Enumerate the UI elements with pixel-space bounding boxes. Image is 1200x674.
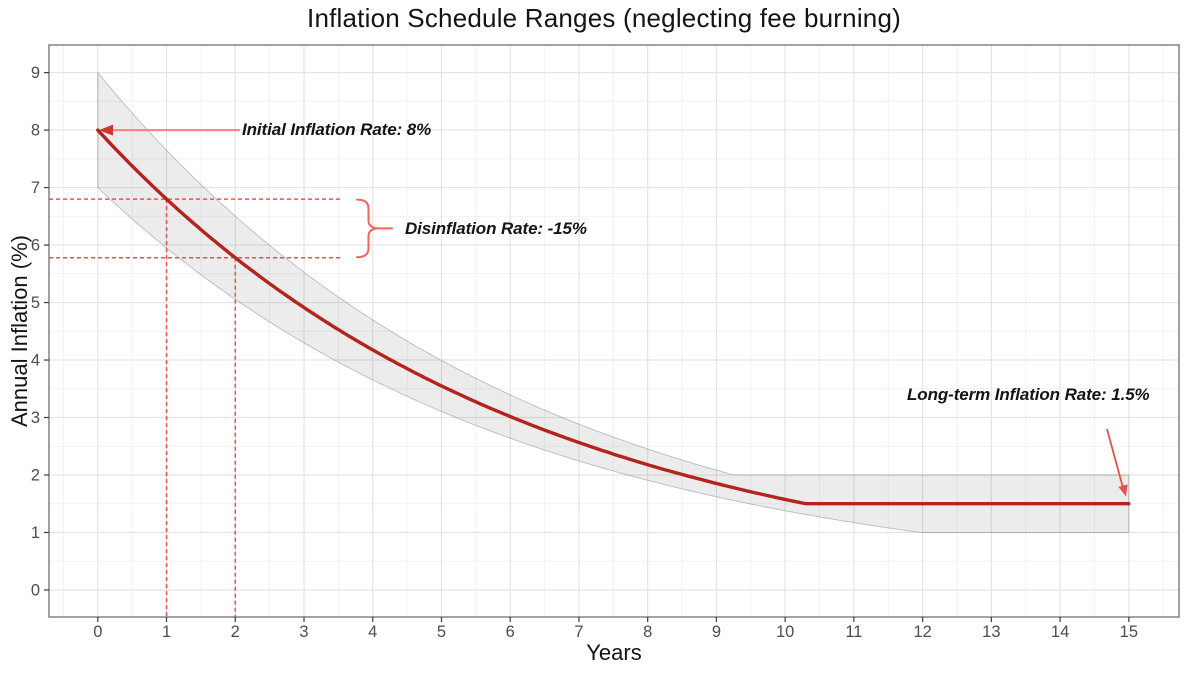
x-tick-label: 7 xyxy=(574,623,583,641)
x-tick-label: 10 xyxy=(776,623,794,641)
x-axis-title: Years xyxy=(586,640,642,665)
x-tick-label: 15 xyxy=(1120,623,1138,641)
annotation-initial-inflation: Initial Inflation Rate: 8% xyxy=(242,120,432,139)
x-tick-label: 13 xyxy=(982,623,1000,641)
confidence-band xyxy=(97,71,1130,533)
y-tick-label: 5 xyxy=(31,294,40,312)
x-tick-label: 2 xyxy=(231,623,240,641)
x-tick-label: 1 xyxy=(162,623,171,641)
x-tick-label: 3 xyxy=(299,623,308,641)
y-tick-label: 2 xyxy=(31,467,40,485)
disinflation-brace xyxy=(356,198,378,259)
x-tick-label: 4 xyxy=(368,623,377,641)
annotation-disinflation-rate: Disinflation Rate: -15% xyxy=(405,219,587,238)
x-tick-label: 8 xyxy=(643,623,652,641)
y-tick-label: 8 xyxy=(31,122,40,140)
x-tick-label: 14 xyxy=(1051,623,1069,641)
y-tick-label: 9 xyxy=(31,64,40,82)
longterm-rate-arrowhead xyxy=(1118,484,1128,497)
y-tick-label: 3 xyxy=(31,409,40,427)
y-tick-label: 7 xyxy=(31,179,40,197)
y-axis-title: Annual Inflation (%) xyxy=(7,235,32,427)
chart-title: Inflation Schedule Ranges (neglecting fe… xyxy=(307,3,901,33)
y-tick-label: 0 xyxy=(31,581,40,599)
inflation-curve xyxy=(96,128,1131,506)
y-tick-label: 4 xyxy=(31,352,40,370)
annotation-longterm-inflation: Long-term Inflation Rate: 1.5% xyxy=(907,385,1150,404)
longterm-rate-arrow-line xyxy=(1106,428,1124,487)
y-tick-label: 6 xyxy=(31,237,40,255)
x-tick-label: 0 xyxy=(93,623,102,641)
x-tick-label: 5 xyxy=(437,623,446,641)
y-tick-label: 1 xyxy=(31,524,40,542)
x-tick-label: 12 xyxy=(913,623,931,641)
x-tick-label: 9 xyxy=(712,623,721,641)
panel-border xyxy=(48,44,1180,618)
x-tick-label: 11 xyxy=(845,623,862,641)
x-tick-label: 6 xyxy=(506,623,515,641)
initial-rate-arrowhead xyxy=(99,124,113,136)
